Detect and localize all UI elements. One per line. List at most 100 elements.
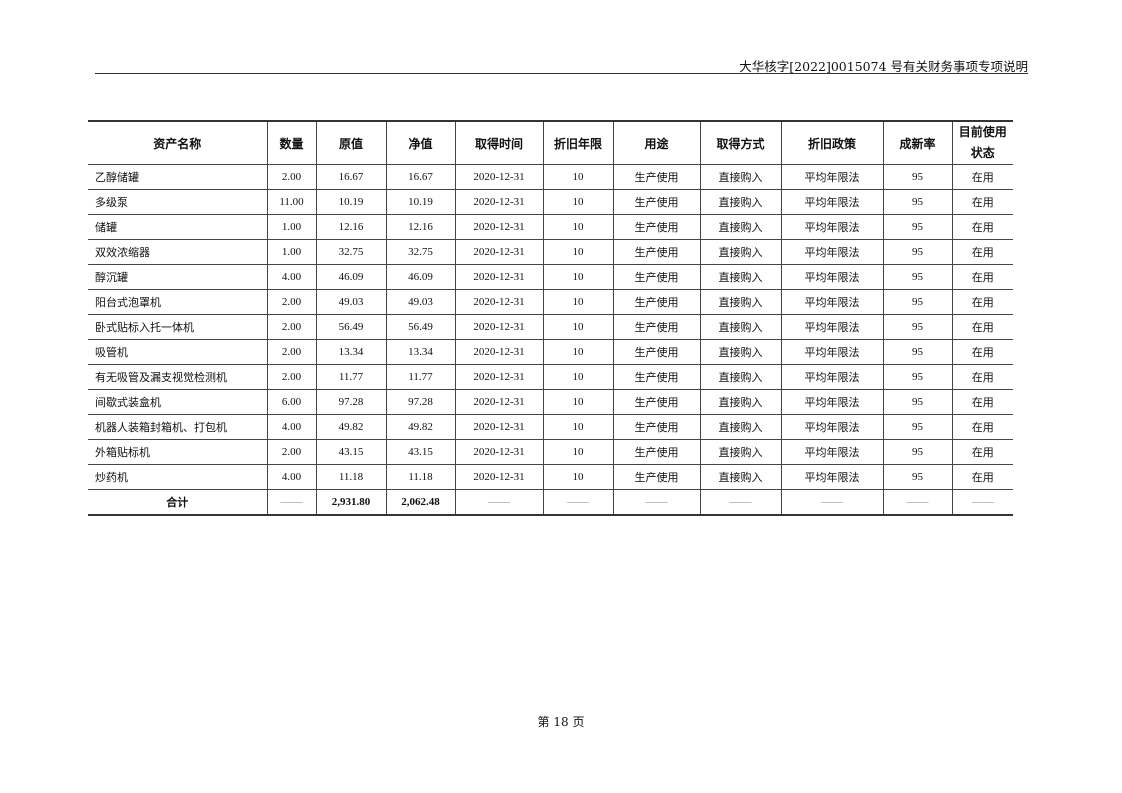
table-cell: 生产使用 xyxy=(612,364,701,390)
table-cell: 11.18 xyxy=(385,464,456,490)
table-cell: 生产使用 xyxy=(612,289,701,315)
table-cell: 95 xyxy=(882,339,953,365)
table-cell: 95 xyxy=(882,289,953,315)
table-cell: 平均年限法 xyxy=(780,289,884,315)
table-cell: 平均年限法 xyxy=(780,214,884,240)
table-cell: 10 xyxy=(542,439,614,465)
table-cell: 10 xyxy=(542,164,614,190)
table-cell: 11.18 xyxy=(315,464,387,490)
table-cell: 平均年限法 xyxy=(780,414,884,440)
table-cell: 10 xyxy=(542,189,614,215)
column-header: 数量 xyxy=(266,120,317,165)
table-cell: 95 xyxy=(882,164,953,190)
table-cell: 生产使用 xyxy=(612,239,701,265)
table-cell: 10.19 xyxy=(315,189,387,215)
table-cell: 在用 xyxy=(951,264,1013,290)
table-cell: 2020-12-31 xyxy=(454,464,544,490)
table-cell: 11.00 xyxy=(266,189,317,215)
table-cell: 95 xyxy=(882,239,953,265)
total-cell: —— xyxy=(266,489,317,516)
table-cell: 炒药机 xyxy=(88,464,268,490)
table-cell: 13.34 xyxy=(385,339,456,365)
table-cell: 95 xyxy=(882,464,953,490)
table-cell: 2020-12-31 xyxy=(454,364,544,390)
table-row: 乙醇储罐 2.00 16.67 16.67 2020-12-31 10 生产使用 直接购入 平均… xyxy=(88,164,1013,190)
table-cell: 49.03 xyxy=(315,289,387,315)
table-cell: 2.00 xyxy=(266,164,317,190)
table-cell: 11.77 xyxy=(385,364,456,390)
table-cell: 外箱贴标机 xyxy=(88,439,268,465)
table-cell: 平均年限法 xyxy=(780,239,884,265)
table-cell: 10 xyxy=(542,264,614,290)
table-row: 储罐 1.00 12.16 12.16 2020-12-31 10 生产使用 直接购入 平均年限… xyxy=(88,214,1013,240)
table-cell: 生产使用 xyxy=(612,164,701,190)
total-cell: —— xyxy=(951,489,1013,516)
table-cell: 生产使用 xyxy=(612,439,701,465)
asset-table: 资产名称 数量 原值 净值 取得时间 折旧年限 用途 取得方式 折旧政策 成新率 目前使用状态 乙醇… xyxy=(88,120,1013,516)
table-cell: 在用 xyxy=(951,339,1013,365)
table-cell: 间歇式装盒机 xyxy=(88,389,268,415)
table-cell: 在用 xyxy=(951,239,1013,265)
table-cell: 10 xyxy=(542,389,614,415)
total-cell: —— xyxy=(612,489,701,516)
table-cell: 生产使用 xyxy=(612,214,701,240)
table-row: 外箱贴标机 2.00 43.15 43.15 2020-12-31 10 生产使用 直接购入平… xyxy=(88,439,1013,465)
table-cell: 10 xyxy=(542,364,614,390)
table-row: 间歇式装盒机 6.00 97.28 97.28 2020-12-31 10 生产使用 直接购入… xyxy=(88,389,1013,415)
table-cell: 生产使用 xyxy=(612,189,701,215)
table-cell: 10 xyxy=(542,239,614,265)
table-cell: 95 xyxy=(882,264,953,290)
table-cell: 43.15 xyxy=(315,439,387,465)
table-header-row: 资产名称 数量 原值 净值 取得时间 折旧年限 用途 取得方式 折旧政策 成新率 目前使用状态 xyxy=(88,120,1013,165)
total-cell: —— xyxy=(780,489,884,516)
table-cell: 2020-12-31 xyxy=(454,189,544,215)
table-cell: 2020-12-31 xyxy=(454,239,544,265)
table-cell: 46.09 xyxy=(385,264,456,290)
table-cell: 95 xyxy=(882,189,953,215)
table-cell: 2.00 xyxy=(266,314,317,340)
table-cell: 2020-12-31 xyxy=(454,289,544,315)
table-cell: 双效浓缩器 xyxy=(88,239,268,265)
table-row: 多级泵 11.00 10.19 10.19 2020-12-31 10 生产使用 直接购入 平均… xyxy=(88,189,1013,215)
total-cell: 合计 xyxy=(88,489,268,516)
table-cell: 直接购入 xyxy=(699,214,782,240)
table-cell: 12.16 xyxy=(385,214,456,240)
table-cell: 生产使用 xyxy=(612,389,701,415)
table-cell: 11.77 xyxy=(315,364,387,390)
column-header: 成新率 xyxy=(882,120,953,165)
table-cell: 49.03 xyxy=(385,289,456,315)
table-cell: 1.00 xyxy=(266,214,317,240)
column-header: 资产名称 xyxy=(88,120,268,165)
table-cell: 43.15 xyxy=(385,439,456,465)
table-row: 醇沉罐 4.00 46.09 46.09 2020-12-31 10 生产使用 直接购入 平均年… xyxy=(88,264,1013,290)
table-cell: 2020-12-31 xyxy=(454,214,544,240)
table-cell: 4.00 xyxy=(266,414,317,440)
table-cell: 56.49 xyxy=(385,314,456,340)
header-title: 大华核字[2022]0015074 号有关财务事项专项说明 xyxy=(739,59,1028,74)
column-header: 净值 xyxy=(385,120,456,165)
table-row: 吸管机 2.00 13.34 13.34 2020-12-31 10 生产使用 直接购入 平均年… xyxy=(88,339,1013,365)
table-cell: 2.00 xyxy=(266,289,317,315)
table-cell: 32.75 xyxy=(315,239,387,265)
table-cell: 2020-12-31 xyxy=(454,389,544,415)
table-row: 卧式贴标入托一体机 2.00 56.49 56.49 2020-12-31 10 生产使用直… xyxy=(88,314,1013,340)
table-cell: 10 xyxy=(542,289,614,315)
table-cell: 直接购入 xyxy=(699,439,782,465)
table-cell: 平均年限法 xyxy=(780,364,884,390)
table-cell: 95 xyxy=(882,314,953,340)
table-cell: 生产使用 xyxy=(612,314,701,340)
header-divider xyxy=(95,73,1028,74)
table-cell: 平均年限法 xyxy=(780,464,884,490)
table-cell: 平均年限法 xyxy=(780,439,884,465)
table-cell: 直接购入 xyxy=(699,289,782,315)
table-cell: 直接购入 xyxy=(699,189,782,215)
table-row: 机器人装箱封箱机、打包机 4.00 49.82 49.82 2020-12-31 10 生产… xyxy=(88,414,1013,440)
table-cell: 平均年限法 xyxy=(780,264,884,290)
table-cell: 阳台式泡罩机 xyxy=(88,289,268,315)
table-cell: 平均年限法 xyxy=(780,389,884,415)
table-cell: 在用 xyxy=(951,314,1013,340)
table-row: 炒药机 4.00 11.18 11.18 2020-12-31 10 生产使用 直接购入 平均年… xyxy=(88,464,1013,490)
table-cell: 生产使用 xyxy=(612,339,701,365)
table-cell: 吸管机 xyxy=(88,339,268,365)
